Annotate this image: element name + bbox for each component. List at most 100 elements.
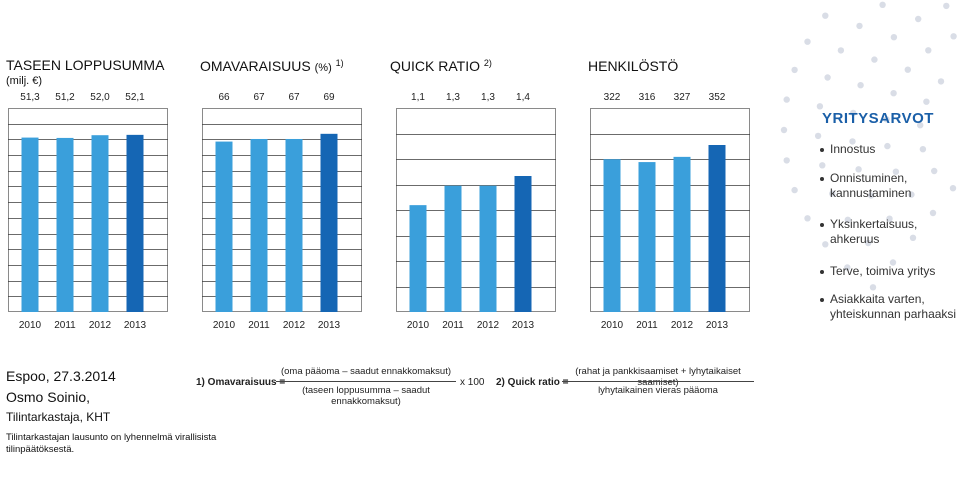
bar-2011 bbox=[444, 185, 462, 312]
bar-2010 bbox=[603, 159, 621, 312]
bar-2011 bbox=[250, 138, 268, 312]
chart-title-personnel: HENKILÖSTÖ bbox=[588, 58, 678, 74]
decorative-dot bbox=[855, 166, 862, 173]
chart-equity-ratio bbox=[202, 108, 362, 312]
bullet-icon bbox=[820, 177, 824, 181]
formula-1-denominator: (taseen loppusumma – saadut ennakkomaksu… bbox=[302, 385, 430, 407]
year-label: 2010 bbox=[18, 320, 42, 331]
chart-title-equity-ratio-text: OMAVARAISUUS bbox=[200, 58, 311, 74]
bar-2012 bbox=[673, 156, 691, 312]
place-date: Espoo, 27.3.2014 bbox=[6, 368, 116, 384]
value-label: 316 bbox=[638, 92, 656, 103]
decorative-dot bbox=[892, 168, 900, 175]
value-label: 69 bbox=[323, 92, 335, 103]
bar-2010 bbox=[409, 205, 427, 312]
bar-2011 bbox=[56, 137, 74, 312]
bullet-icon bbox=[820, 270, 824, 274]
footnote-marker-2: 2) bbox=[483, 58, 492, 68]
decorative-dot bbox=[943, 2, 950, 10]
year-label: 2013 bbox=[317, 320, 341, 331]
value-item: Terve, toimiva yritys bbox=[820, 264, 935, 279]
bar-2013 bbox=[514, 176, 532, 312]
decorative-dot bbox=[822, 12, 829, 19]
chart-quick-ratio bbox=[396, 108, 556, 312]
value-label: 67 bbox=[253, 92, 265, 103]
decorative-dot bbox=[890, 90, 897, 97]
year-label: 2011 bbox=[636, 320, 658, 331]
year-label: 2010 bbox=[406, 320, 430, 331]
decorative-dot bbox=[865, 239, 872, 247]
year-label: 2010 bbox=[600, 320, 624, 331]
bar-2013 bbox=[320, 133, 338, 312]
chart-assets bbox=[8, 108, 168, 312]
chart-title-quick-ratio: QUICK RATIO 2) bbox=[390, 58, 492, 74]
chart-personnel bbox=[590, 108, 750, 312]
decorative-dot bbox=[857, 82, 864, 89]
value-label: 52,1 bbox=[125, 92, 145, 103]
year-label: 2012 bbox=[88, 320, 112, 331]
decorative-dot bbox=[917, 122, 924, 129]
chart-subtitle-assets: (milj. €) bbox=[6, 75, 43, 87]
value-label: 327 bbox=[673, 92, 691, 103]
decorative-dot bbox=[909, 234, 917, 241]
decorative-dot bbox=[783, 96, 790, 103]
decorative-dot bbox=[923, 98, 930, 105]
year-label: 2012 bbox=[476, 320, 500, 331]
value-label: 1,3 bbox=[446, 92, 460, 103]
bar-2012 bbox=[91, 135, 109, 312]
decorative-dot bbox=[867, 192, 875, 199]
chart-title-assets-text: TASEEN LOPPUSUMMA bbox=[6, 57, 165, 73]
bullet-icon bbox=[820, 298, 824, 302]
chart-title-quick-ratio-text: QUICK RATIO bbox=[390, 58, 480, 74]
value-label: 52,0 bbox=[90, 92, 110, 103]
decorative-dot bbox=[871, 56, 878, 63]
decorative-dot bbox=[850, 109, 857, 117]
decorative-dot bbox=[879, 1, 886, 8]
auditor-name: Osmo Soinio, bbox=[6, 389, 91, 405]
year-label: 2011 bbox=[54, 320, 76, 331]
decorative-dot bbox=[816, 103, 824, 110]
footnote-marker-1: 1) bbox=[335, 58, 344, 68]
value-label: 352 bbox=[708, 92, 726, 103]
decorative-dot bbox=[837, 47, 845, 54]
decorative-dot bbox=[844, 264, 851, 271]
decorative-dot bbox=[931, 167, 938, 175]
value-label: 66 bbox=[218, 92, 230, 103]
year-label: 2013 bbox=[705, 320, 729, 331]
decorative-dot bbox=[950, 33, 957, 40]
value-label: 51,3 bbox=[20, 92, 40, 103]
decorative-dot bbox=[856, 22, 863, 30]
decorative-dot bbox=[925, 47, 932, 54]
formula-1-label: 1) Omavaraisuus = bbox=[196, 377, 286, 388]
value-label: 67 bbox=[288, 92, 300, 103]
year-label: 2011 bbox=[442, 320, 464, 331]
formula-1-numerator: (oma pääoma – saadut ennakkomaksut) bbox=[280, 366, 452, 377]
chart-frame bbox=[202, 108, 362, 312]
formula-1-fraction-line bbox=[276, 381, 456, 382]
bar-2013 bbox=[126, 134, 144, 312]
year-label: 2012 bbox=[670, 320, 694, 331]
value-item: Innostus bbox=[820, 142, 875, 157]
value-label: 1,3 bbox=[481, 92, 495, 103]
value-item: Yksinkertaisuus, ahkeruus bbox=[820, 217, 917, 247]
decorative-dot-pattern bbox=[780, 1, 957, 291]
chart-frame bbox=[590, 108, 750, 312]
year-label: 2010 bbox=[212, 320, 236, 331]
formula-2-numerator: (rahat ja pankkisaamiset + lyhytaikaiset… bbox=[575, 366, 741, 388]
decorative-dot bbox=[844, 216, 851, 223]
formula-2-fraction-line bbox=[562, 381, 754, 382]
decorative-dot bbox=[783, 157, 790, 164]
decorative-dot bbox=[919, 146, 927, 153]
decorative-dot bbox=[883, 116, 890, 123]
decorative-dot bbox=[937, 78, 945, 85]
decorative-dot bbox=[949, 185, 957, 192]
decorative-dot bbox=[780, 126, 788, 134]
value-label: 322 bbox=[603, 92, 621, 103]
year-label: 2012 bbox=[282, 320, 306, 331]
decorative-dot bbox=[804, 38, 811, 45]
value-item: Asiakkaita varten, yhteiskunnan parhaaks… bbox=[820, 292, 956, 322]
chart-frame bbox=[8, 108, 168, 312]
chart-title-equity-ratio: OMAVARAISUUS (%) 1) bbox=[200, 58, 344, 74]
year-label: 2013 bbox=[123, 320, 147, 331]
bar-2012 bbox=[285, 138, 303, 312]
